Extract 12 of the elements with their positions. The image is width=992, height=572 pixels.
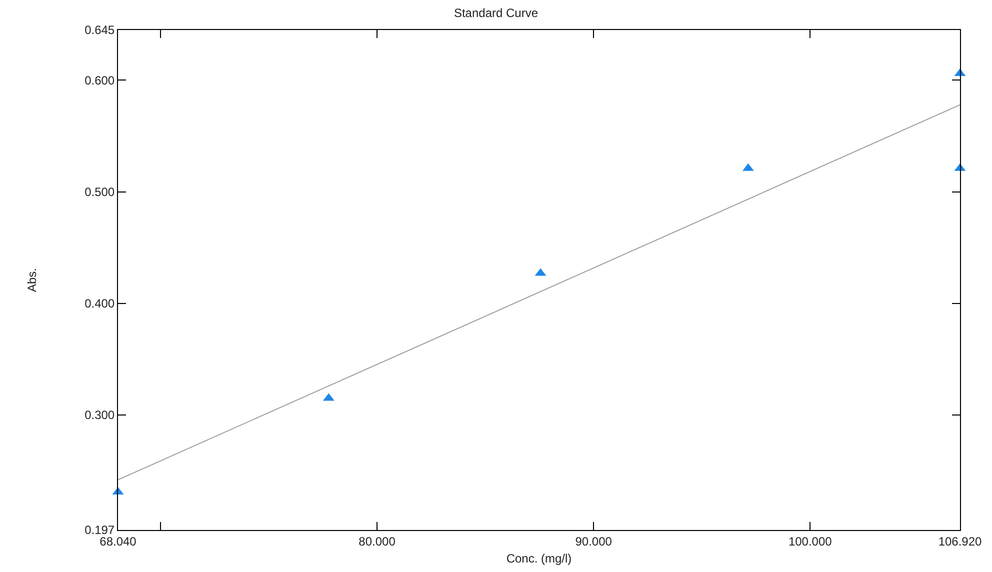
y-tick-label: 0.600 bbox=[84, 73, 115, 88]
y-tick-label: 0.500 bbox=[84, 185, 115, 200]
y-tick-label: 0.400 bbox=[84, 296, 115, 311]
x-tick-label: 80.000 bbox=[358, 534, 396, 548]
x-tick-label: 90.000 bbox=[575, 534, 612, 548]
x-axis-title: Conc. (mg/l) bbox=[506, 551, 572, 566]
chart-title: Standard Curve bbox=[454, 6, 538, 20]
y-axis-title: Abs. bbox=[24, 268, 39, 292]
y-tick-label: 0.645 bbox=[84, 23, 115, 38]
x-tick-label: 100.000 bbox=[788, 534, 832, 548]
x-tick-label: 106.920 bbox=[938, 534, 982, 548]
y-tick-label: 0.300 bbox=[84, 408, 115, 422]
